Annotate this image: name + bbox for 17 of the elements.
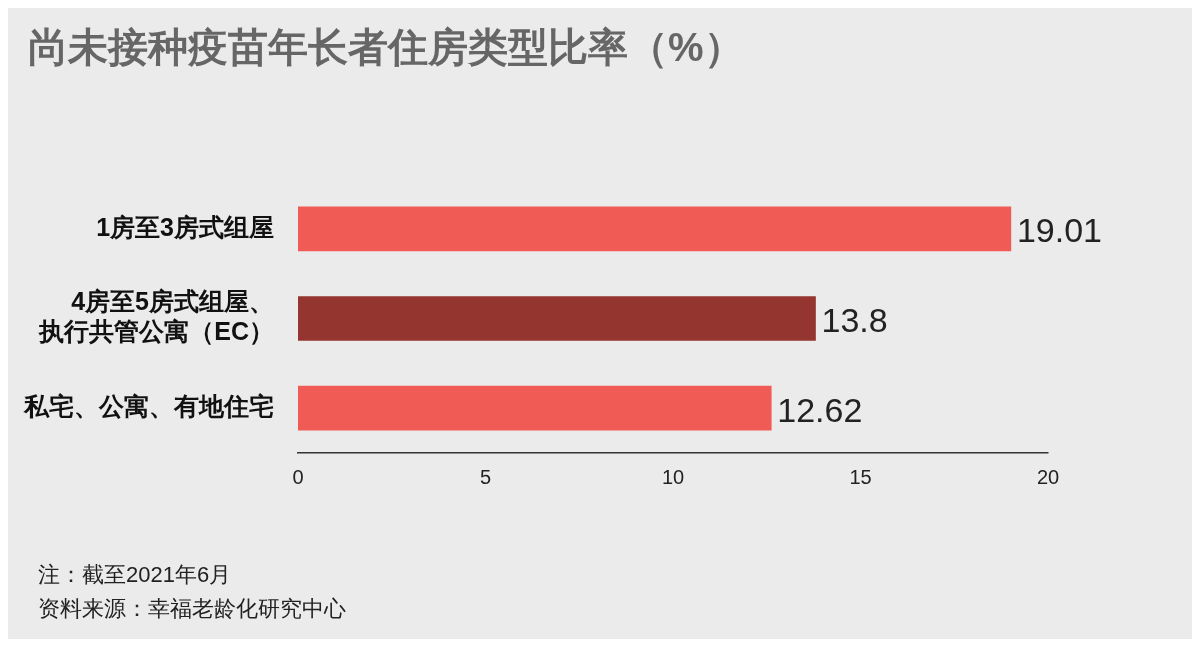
bar [298,296,816,341]
bar [298,385,772,431]
y-tick-label: 1房至3房式组屋 [96,212,274,241]
bar [298,206,1012,252]
y-tick-label: 4房至5房式组屋、执行共管公寓（EC） [38,287,274,346]
data-label: 13.8 [821,300,888,339]
y-tick-label: 私宅、公寓、有地住宅 [23,392,274,421]
text: 注：截至2021年6月 [38,561,233,589]
x-tick-label: 10 [661,465,685,488]
x-tick-label: 5 [479,465,492,488]
x-tick-label: 0 [292,465,304,488]
x-tick-label: 20 [1036,465,1060,488]
x-tick-label: 15 [849,465,872,488]
text: 资料来源：幸福老龄化研究中心 [38,595,346,623]
chart-title: 尚未接种疫苗年长者住房类型比率（%） [28,24,744,71]
data-label: 12.62 [777,390,863,429]
data-label: 19.01 [1016,211,1102,250]
